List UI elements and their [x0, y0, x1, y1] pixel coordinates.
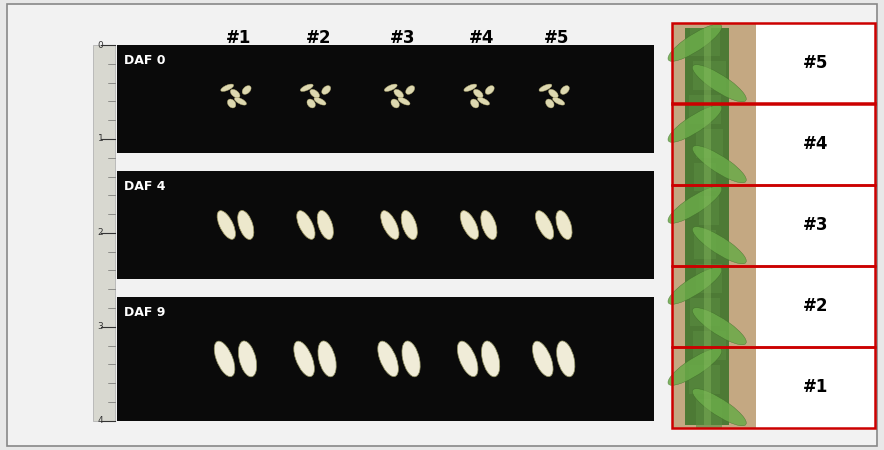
- Bar: [672, 22, 875, 104]
- Bar: [672, 104, 875, 184]
- Ellipse shape: [461, 211, 478, 239]
- Ellipse shape: [238, 211, 254, 239]
- Ellipse shape: [317, 211, 333, 239]
- Ellipse shape: [217, 211, 235, 239]
- Bar: [694, 162, 716, 191]
- Ellipse shape: [692, 65, 746, 102]
- Ellipse shape: [221, 84, 233, 91]
- Text: #1: #1: [226, 29, 251, 47]
- Ellipse shape: [398, 97, 410, 105]
- Ellipse shape: [549, 89, 558, 98]
- Bar: [693, 61, 726, 90]
- Ellipse shape: [692, 308, 746, 345]
- Text: #3: #3: [390, 29, 415, 47]
- Bar: [117, 45, 654, 153]
- Ellipse shape: [552, 97, 565, 105]
- Text: #3: #3: [803, 216, 828, 234]
- Text: 4: 4: [98, 416, 103, 425]
- Ellipse shape: [668, 186, 722, 223]
- Ellipse shape: [482, 341, 499, 377]
- Ellipse shape: [385, 84, 397, 91]
- Bar: [672, 346, 875, 428]
- Ellipse shape: [692, 227, 746, 264]
- Ellipse shape: [557, 341, 575, 377]
- Ellipse shape: [239, 341, 256, 377]
- Text: #4: #4: [803, 135, 828, 153]
- Text: 1: 1: [97, 135, 103, 144]
- Bar: [756, 22, 875, 427]
- Bar: [672, 184, 875, 266]
- Ellipse shape: [481, 211, 497, 239]
- Bar: [693, 331, 726, 360]
- Ellipse shape: [318, 341, 336, 377]
- Ellipse shape: [391, 99, 400, 108]
- Text: DAF 0: DAF 0: [124, 54, 165, 67]
- Ellipse shape: [560, 86, 569, 94]
- Bar: [699, 196, 719, 225]
- Bar: [672, 266, 875, 346]
- Ellipse shape: [536, 211, 553, 239]
- Ellipse shape: [394, 89, 403, 98]
- Ellipse shape: [227, 99, 236, 108]
- Text: #5: #5: [545, 29, 569, 47]
- Ellipse shape: [668, 105, 722, 142]
- Bar: [117, 297, 654, 421]
- Text: #5: #5: [803, 54, 828, 72]
- Bar: [694, 230, 715, 259]
- Ellipse shape: [457, 341, 478, 377]
- Bar: [690, 95, 720, 124]
- Ellipse shape: [556, 211, 572, 239]
- Bar: [690, 27, 720, 56]
- Ellipse shape: [293, 341, 315, 377]
- Ellipse shape: [381, 211, 399, 239]
- Bar: [690, 297, 720, 326]
- Ellipse shape: [231, 89, 240, 98]
- Ellipse shape: [242, 86, 251, 94]
- Text: #2: #2: [306, 29, 331, 47]
- Ellipse shape: [314, 97, 326, 105]
- Bar: [697, 399, 722, 427]
- Bar: [685, 28, 729, 425]
- Text: #4: #4: [469, 29, 494, 47]
- Ellipse shape: [401, 211, 417, 239]
- Ellipse shape: [692, 146, 746, 183]
- Ellipse shape: [310, 89, 319, 98]
- Text: 3: 3: [97, 322, 103, 331]
- Ellipse shape: [485, 86, 494, 94]
- Ellipse shape: [377, 341, 399, 377]
- Bar: [697, 264, 722, 292]
- Text: #1: #1: [803, 378, 828, 396]
- Bar: [696, 129, 723, 158]
- Ellipse shape: [668, 348, 722, 385]
- Ellipse shape: [301, 84, 313, 91]
- Ellipse shape: [545, 99, 554, 108]
- Text: DAF 4: DAF 4: [124, 180, 165, 193]
- Ellipse shape: [307, 99, 316, 108]
- Ellipse shape: [406, 86, 415, 94]
- Ellipse shape: [464, 84, 476, 91]
- Ellipse shape: [470, 99, 479, 108]
- Text: 0: 0: [97, 40, 103, 50]
- Ellipse shape: [214, 341, 235, 377]
- Ellipse shape: [539, 84, 552, 91]
- Ellipse shape: [297, 211, 315, 239]
- Bar: [93, 45, 115, 421]
- Ellipse shape: [474, 89, 483, 98]
- Ellipse shape: [477, 97, 490, 105]
- Bar: [690, 365, 720, 394]
- Text: 2: 2: [98, 228, 103, 237]
- Ellipse shape: [668, 24, 722, 61]
- Ellipse shape: [692, 389, 746, 426]
- Ellipse shape: [532, 341, 553, 377]
- Ellipse shape: [402, 341, 420, 377]
- Bar: [672, 22, 756, 427]
- Ellipse shape: [668, 267, 722, 304]
- Ellipse shape: [322, 86, 331, 94]
- Bar: [704, 28, 711, 425]
- Text: #2: #2: [803, 297, 828, 315]
- Text: DAF 9: DAF 9: [124, 306, 165, 319]
- Bar: [117, 171, 654, 279]
- Ellipse shape: [234, 97, 247, 105]
